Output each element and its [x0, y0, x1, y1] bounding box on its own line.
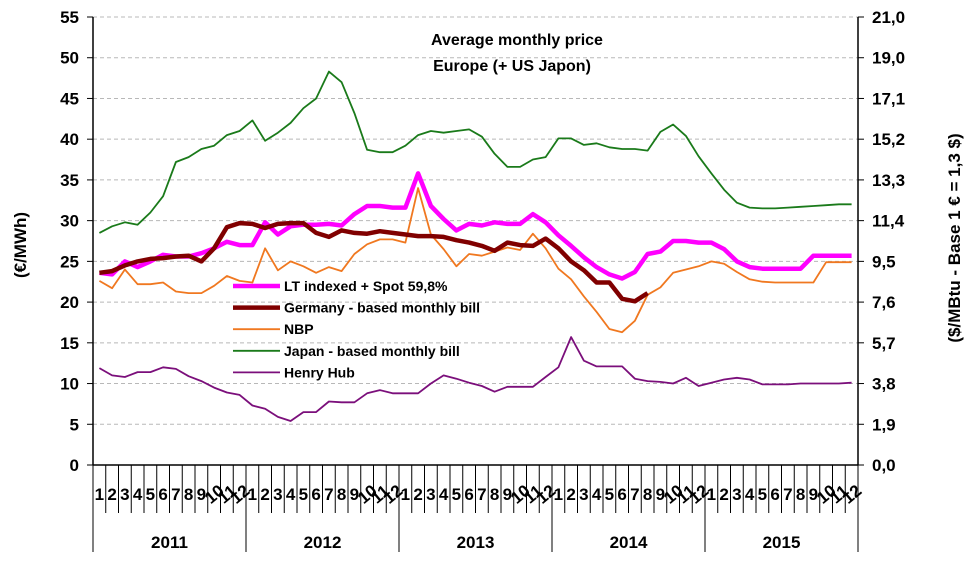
month-label: 6 — [770, 485, 779, 504]
y-tick-label: 0 — [70, 456, 79, 475]
month-label: 9 — [197, 485, 206, 504]
month-label: 6 — [158, 485, 167, 504]
y-axis-label: (€/MWh) — [11, 212, 30, 278]
y2-tick-label: 9,5 — [872, 252, 896, 271]
y2-tick-label: 7,6 — [872, 293, 896, 312]
series-line-0 — [99, 171, 852, 281]
legend-label: Henry Hub — [284, 364, 355, 380]
month-label: 6 — [311, 485, 320, 504]
y2-tick-label: 11,4 — [872, 212, 905, 231]
y-tick-label: 45 — [60, 89, 79, 108]
month-label: 3 — [732, 485, 741, 504]
year-label: 2014 — [610, 533, 648, 552]
y2-tick-label: 5,7 — [872, 334, 896, 353]
month-label: 9 — [809, 485, 818, 504]
legend-label: Japan - based monthly bill — [284, 343, 460, 359]
month-label: 2 — [566, 485, 575, 504]
month-label: 4 — [439, 485, 449, 504]
y-tick-label: 15 — [60, 334, 79, 353]
month-label: 2 — [719, 485, 728, 504]
y2-tick-label: 21,0 — [872, 8, 905, 27]
legend-label: Germany - based monthly bill — [284, 300, 480, 316]
month-label: 2 — [413, 485, 422, 504]
month-label: 1 — [554, 485, 563, 504]
year-label: 2011 — [151, 533, 188, 552]
legend-label: LT indexed + Spot 59,8% — [284, 278, 448, 294]
month-label: 1 — [95, 485, 104, 504]
y2-tick-label: 13,3 — [872, 171, 905, 190]
legend-label: NBP — [284, 321, 314, 337]
month-label: 4 — [745, 485, 755, 504]
month-label: 7 — [171, 485, 180, 504]
month-label: 4 — [133, 485, 143, 504]
month-label: 7 — [324, 485, 333, 504]
series-line-2 — [98, 187, 852, 334]
month-label: 2 — [107, 485, 116, 504]
series-line-1 — [99, 220, 649, 304]
y-ticks-left: 0 5 10 15 20 25 30 35 40 45 50 55 — [60, 8, 93, 475]
month-label: 9 — [503, 485, 512, 504]
legend: LT indexed + Spot 59,8% Germany - based m… — [233, 278, 480, 380]
y-tick-label: 10 — [60, 375, 79, 394]
y-tick-label: 5 — [70, 415, 79, 434]
series-lines — [98, 70, 852, 422]
y2-tick-label: 0,0 — [872, 456, 896, 475]
month-label: 7 — [477, 485, 486, 504]
month-label: 5 — [146, 485, 155, 504]
month-label: 8 — [184, 485, 193, 504]
y2-tick-label: 3,8 — [872, 375, 896, 394]
month-label: 3 — [120, 485, 129, 504]
month-label: 1 — [401, 485, 410, 504]
year-label: 2012 — [304, 533, 342, 552]
month-label: 1 — [248, 485, 257, 504]
month-label: 2 — [260, 485, 269, 504]
series-line-4 — [98, 336, 852, 422]
month-label: 3 — [273, 485, 282, 504]
y2-tick-label: 17,1 — [872, 89, 905, 108]
month-label: 7 — [783, 485, 792, 504]
y-ticks-right: 0,0 1,9 3,8 5,7 7,6 9,5 11,4 13,3 15,2 17,1 19,0 21… — [858, 8, 905, 475]
y-tick-label: 20 — [60, 293, 79, 312]
month-label: 5 — [605, 485, 614, 504]
month-label: 3 — [579, 485, 588, 504]
year-label: 2013 — [457, 533, 495, 552]
y2-tick-label: 15,2 — [872, 130, 905, 149]
axes — [92, 17, 859, 466]
y-tick-label: 30 — [60, 212, 79, 231]
y2-tick-label: 1,9 — [872, 415, 896, 434]
y-tick-label: 50 — [60, 49, 79, 68]
month-label: 8 — [490, 485, 499, 504]
month-label: 5 — [299, 485, 308, 504]
y-tick-label: 35 — [60, 171, 79, 190]
y-tick-label: 25 — [60, 252, 79, 271]
month-label: 6 — [617, 485, 626, 504]
month-label: 4 — [286, 485, 296, 504]
month-label: 9 — [656, 485, 665, 504]
month-label: 3 — [426, 485, 435, 504]
gridlines — [93, 16, 858, 425]
month-label: 5 — [758, 485, 767, 504]
month-label: 7 — [630, 485, 639, 504]
month-label: 8 — [337, 485, 346, 504]
month-label: 4 — [592, 485, 602, 504]
year-label: 2015 — [763, 533, 801, 552]
month-label: 9 — [350, 485, 359, 504]
month-label: 1 — [707, 485, 716, 504]
chart-subtitle: Europe (+ US Japon) — [433, 58, 591, 75]
y2-tick-label: 19,0 — [872, 49, 905, 68]
series-line-3 — [98, 70, 852, 234]
month-label: 8 — [796, 485, 805, 504]
y-tick-label: 40 — [60, 130, 79, 149]
chart-title: Average monthly price — [431, 32, 603, 49]
month-label: 8 — [643, 485, 652, 504]
month-label: 5 — [452, 485, 461, 504]
y2-axis-label: ($/MBtu - Base 1 € = 1,3 $) — [945, 133, 964, 342]
month-label: 6 — [464, 485, 473, 504]
y-tick-label: 55 — [60, 8, 79, 27]
